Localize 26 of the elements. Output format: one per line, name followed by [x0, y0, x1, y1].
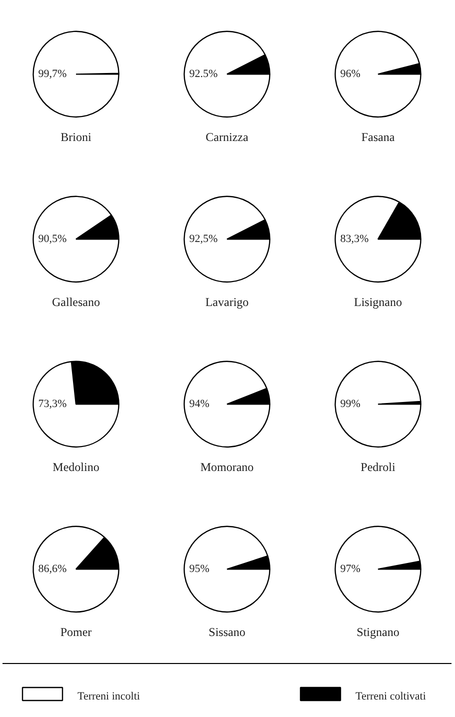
text: Gallesano	[52, 295, 100, 310]
data-label: 99%	[340, 398, 360, 410]
data-label: 94%	[189, 398, 210, 410]
data-label: 90,5%	[38, 233, 67, 246]
data-label: 96%	[340, 68, 360, 80]
data-label: 92,5%	[189, 233, 218, 246]
legend-label: Terreni coltivati	[356, 690, 426, 702]
text: Stignano	[356, 625, 400, 640]
text: Medolino	[52, 460, 100, 474]
data-label: 73,3%	[38, 398, 67, 410]
data-label: 97%	[340, 563, 360, 576]
text: Sissano	[208, 625, 246, 640]
text: Momorano	[200, 460, 254, 474]
data-label: 92.5%	[189, 68, 218, 80]
text: Lavarigo	[205, 295, 249, 310]
text: Carnizza	[206, 130, 249, 144]
text: Brioni	[60, 130, 92, 144]
text: Pomer	[60, 625, 92, 640]
text: Lisignano	[354, 295, 402, 310]
data-label: 95%	[189, 563, 210, 576]
data-label: 99,7%	[38, 68, 67, 80]
text: Fasana	[361, 130, 396, 144]
data-label: 83,3%	[340, 233, 369, 246]
data-label: 86,6%	[38, 563, 67, 576]
legend-label: Terreni incolti	[78, 690, 140, 702]
text: Pedroli	[360, 460, 396, 474]
